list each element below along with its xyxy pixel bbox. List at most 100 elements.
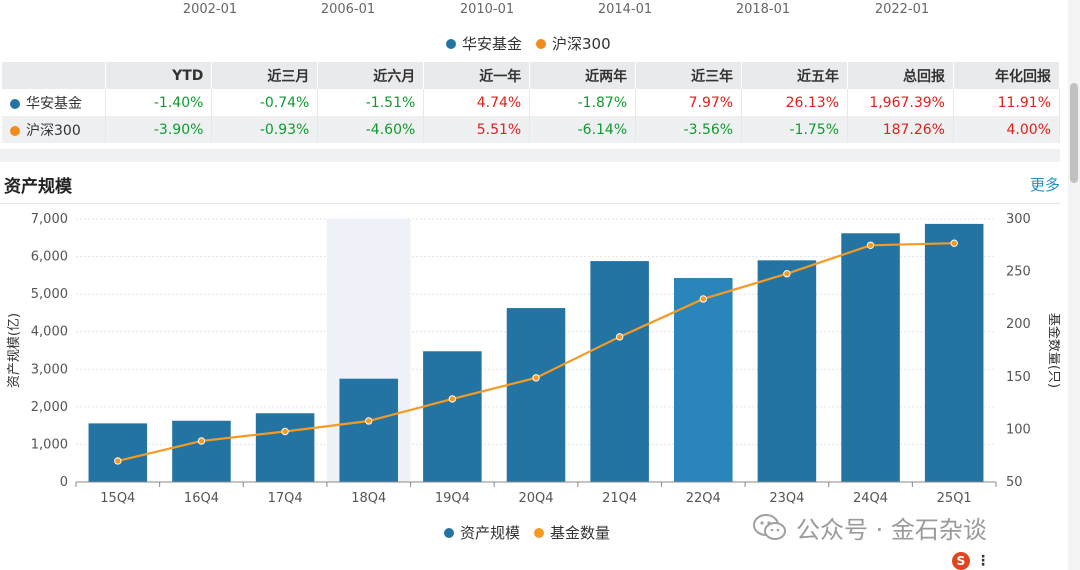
bar — [255, 413, 315, 482]
x-tick-label: 23Q4 — [769, 491, 804, 506]
table-row: 华安基金 -1.40% -0.74% -1.51% 4.74% -1.87% 7.97% 26… — [2, 89, 1061, 116]
table-cell: 187.26% — [847, 116, 954, 143]
table-cell: -3.56% — [635, 116, 743, 143]
table-header-cell: 近三年 — [635, 62, 743, 89]
chart-legend-item[interactable]: 资产规模 — [444, 522, 520, 543]
table-header-cell: 近一年 — [423, 62, 531, 89]
chart-legend-item[interactable]: 基金数量 — [534, 522, 610, 543]
line-point — [699, 295, 707, 303]
table-cell: -1.40% — [105, 89, 213, 116]
line-point — [783, 270, 791, 278]
table-cell: 4.00% — [953, 116, 1061, 143]
x-tick-label: 22Q4 — [686, 491, 721, 506]
table-cell: -1.87% — [529, 89, 637, 116]
table-header-cell — [2, 62, 107, 89]
corner-widget[interactable]: S ⋮ — [952, 552, 990, 570]
x-tick-label: 15Q4 — [100, 491, 135, 506]
y-right-tick-label: 300 — [1006, 212, 1031, 227]
table-cell: 26.13% — [741, 89, 849, 116]
table-row-name: 沪深300 — [2, 116, 107, 143]
date-axis: 2002-01 2006-01 2010-01 2014-01 2018-01 2022-… — [0, 0, 1060, 22]
scrollbar[interactable] — [1068, 0, 1080, 570]
watermark: 公众号 · 金石杂谈 — [752, 510, 987, 545]
table-row: 沪深300 -3.90% -0.93% -4.60% 5.51% -6.14% -3.56%… — [2, 116, 1061, 143]
y-right-tick-label: 100 — [1006, 422, 1031, 437]
series-name: 华安基金 — [26, 95, 82, 112]
legend-label: 华安基金 — [462, 35, 523, 53]
y-right-tick-label: 250 — [1006, 265, 1031, 280]
performance-table: YTD 近三月 近六月 近一年 近两年 近三年 近五年 总回报 年化回报 华安基金 -1.40% -… — [2, 62, 1061, 143]
date-tick: 2014-01 — [597, 2, 653, 17]
y-tick-label: 4,000 — [31, 325, 68, 340]
s-logo-icon[interactable]: S — [952, 552, 970, 570]
x-tick-label: 24Q4 — [853, 491, 888, 506]
line-point — [197, 437, 206, 445]
scrollbar-thumb[interactable] — [1070, 83, 1078, 183]
section-divider — [0, 149, 1060, 162]
performance-legend: 华安基金 沪深300 — [446, 33, 611, 54]
table-cell: 11.91% — [953, 89, 1061, 116]
series-name: 沪深300 — [26, 122, 81, 139]
table-cell: 5.51% — [423, 116, 531, 143]
y-right-tick-label: 50 — [1006, 475, 1023, 490]
table-cell: -4.60% — [317, 116, 425, 143]
more-link[interactable]: 更多 — [1029, 176, 1060, 194]
series-dot-icon — [10, 98, 20, 109]
bar — [674, 277, 733, 482]
section-underline — [0, 203, 1060, 204]
legend-dot-icon — [536, 38, 547, 49]
legend-dot-icon — [444, 527, 454, 538]
bar-series — [88, 223, 984, 482]
x-tick-label: 20Q4 — [518, 491, 553, 506]
table-row-name: 华安基金 — [2, 89, 107, 116]
table-cell: 7.97% — [635, 89, 743, 116]
table-header-cell: 近六月 — [317, 62, 425, 89]
y-tick-label: 6,000 — [31, 250, 68, 265]
more-menu-icon[interactable]: ⋮ — [976, 553, 990, 569]
legend-dot-icon — [534, 527, 545, 538]
line-point — [532, 374, 540, 382]
bar — [172, 420, 231, 482]
bar — [88, 423, 148, 482]
table-cell: -1.51% — [317, 89, 425, 116]
bar — [423, 351, 482, 482]
date-tick: 2018-01 — [735, 2, 791, 17]
legend-label: 基金数量 — [550, 524, 611, 542]
y-right-tick-label: 150 — [1006, 370, 1031, 385]
line-point — [950, 239, 958, 247]
x-tick-label: 18Q4 — [351, 491, 386, 506]
date-tick: 2022-01 — [874, 2, 930, 17]
table-cell: -1.75% — [741, 116, 849, 143]
y-axis-title: 资产规模(亿) — [7, 313, 22, 388]
table-header-cell: YTD — [105, 62, 213, 89]
y-tick-label: 0 — [60, 475, 68, 490]
performance-legend-item[interactable]: 沪深300 — [536, 33, 611, 54]
performance-table-header: YTD 近三月 近六月 近一年 近两年 近三年 近五年 总回报 年化回报 — [2, 62, 1061, 89]
chart-legend: 资产规模 基金数量 — [444, 522, 610, 543]
x-tick-label: 25Q1 — [937, 491, 972, 506]
bar — [339, 378, 398, 482]
y-right-axis-title: 基金数量(只) — [1046, 313, 1060, 388]
y-tick-label: 7,000 — [31, 212, 68, 227]
date-tick: 2002-01 — [182, 2, 238, 17]
x-tick-label: 17Q4 — [268, 491, 303, 506]
table-header-cell: 近两年 — [529, 62, 637, 89]
performance-legend-item[interactable]: 华安基金 — [446, 33, 522, 54]
chart-axes: 0 1,000 2,000 3,000 4,000 5,000 6,000 7,000 50 10… — [7, 212, 1060, 506]
legend-label: 资产规模 — [460, 524, 521, 542]
y-tick-label: 3,000 — [31, 362, 68, 377]
date-tick: 2006-01 — [320, 2, 376, 17]
line-series — [114, 239, 958, 465]
table-cell: -0.93% — [211, 116, 319, 143]
date-tick: 2010-01 — [459, 2, 515, 17]
y-tick-label: 2,000 — [31, 400, 68, 415]
wechat-icon — [753, 513, 786, 540]
y-tick-label: 1,000 — [31, 437, 68, 452]
bar — [841, 233, 900, 482]
y-tick-label: 5,000 — [31, 287, 68, 302]
bar — [757, 260, 817, 482]
table-header-cell: 近三月 — [211, 62, 319, 89]
bar — [506, 308, 566, 482]
line-point — [365, 417, 373, 425]
